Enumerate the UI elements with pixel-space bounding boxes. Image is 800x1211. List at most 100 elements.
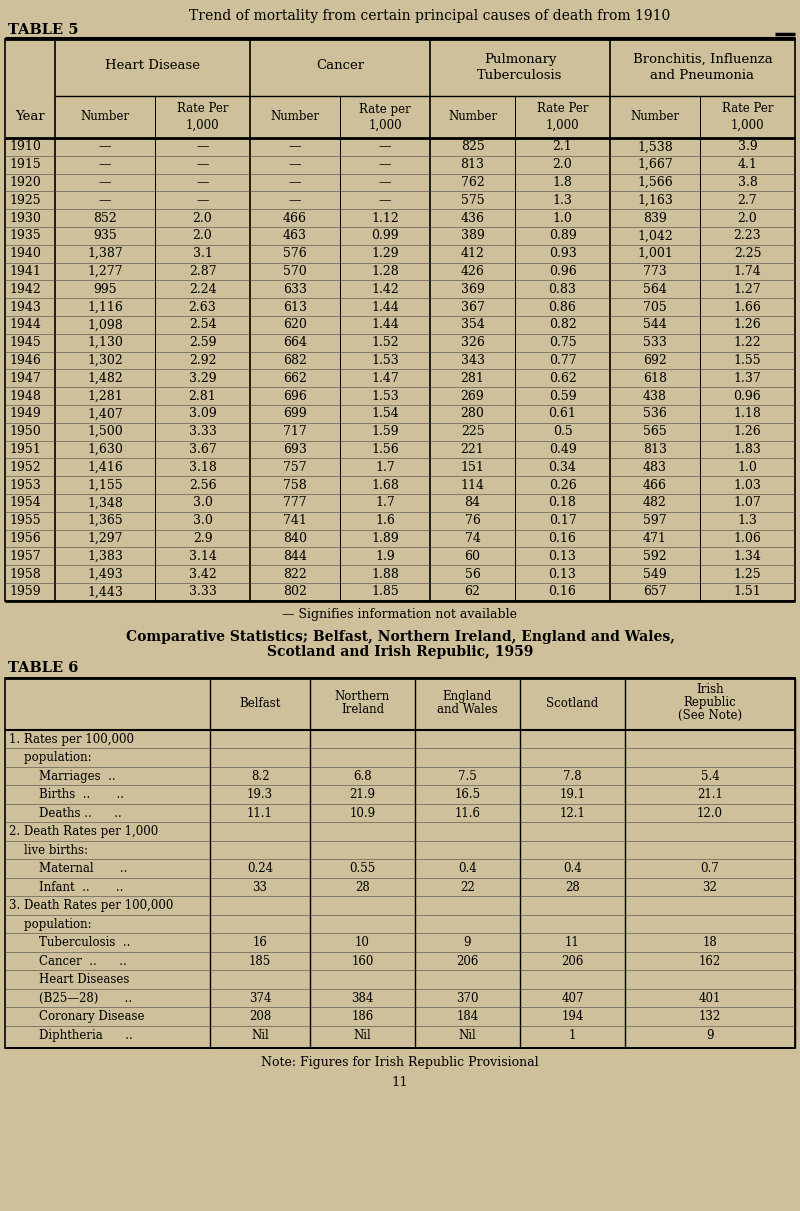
Text: Tuberculosis  ..: Tuberculosis .. bbox=[9, 936, 130, 949]
Text: 1.26: 1.26 bbox=[734, 318, 762, 332]
Text: 1948: 1948 bbox=[9, 390, 41, 402]
Text: 1949: 1949 bbox=[9, 407, 41, 420]
Text: 1925: 1925 bbox=[9, 194, 41, 207]
Text: 705: 705 bbox=[643, 300, 667, 314]
Text: 1,001: 1,001 bbox=[637, 247, 673, 260]
Text: 1,000: 1,000 bbox=[368, 119, 402, 132]
Text: 2.0: 2.0 bbox=[553, 159, 572, 171]
Text: 0.96: 0.96 bbox=[734, 390, 762, 402]
Text: 194: 194 bbox=[562, 1010, 584, 1023]
Text: 10.9: 10.9 bbox=[350, 807, 375, 820]
Text: 2.63: 2.63 bbox=[189, 300, 216, 314]
Text: 696: 696 bbox=[283, 390, 307, 402]
Text: 840: 840 bbox=[283, 532, 307, 545]
Text: 1.54: 1.54 bbox=[371, 407, 399, 420]
Text: 1930: 1930 bbox=[9, 212, 41, 224]
Bar bbox=[5, 39, 795, 601]
Text: 1.53: 1.53 bbox=[371, 390, 399, 402]
Text: 1.0: 1.0 bbox=[553, 212, 573, 224]
Text: —: — bbox=[98, 140, 111, 154]
Text: 717: 717 bbox=[283, 425, 307, 438]
Text: population:: population: bbox=[9, 918, 92, 930]
Text: 2.81: 2.81 bbox=[189, 390, 216, 402]
Text: 618: 618 bbox=[643, 372, 667, 385]
Text: 370: 370 bbox=[456, 992, 478, 1005]
Text: 1,566: 1,566 bbox=[637, 176, 673, 189]
Text: 633: 633 bbox=[283, 283, 307, 295]
Text: 21.1: 21.1 bbox=[697, 788, 723, 800]
Text: 3.33: 3.33 bbox=[189, 585, 217, 598]
Text: 0.49: 0.49 bbox=[549, 443, 576, 457]
Text: Irish: Irish bbox=[696, 683, 724, 696]
Text: 0.5: 0.5 bbox=[553, 425, 572, 438]
Text: 1940: 1940 bbox=[9, 247, 41, 260]
Text: 0.75: 0.75 bbox=[549, 337, 576, 349]
Text: 2.9: 2.9 bbox=[193, 532, 212, 545]
Text: 221: 221 bbox=[461, 443, 484, 457]
Text: 1,163: 1,163 bbox=[637, 194, 673, 207]
Text: 1,387: 1,387 bbox=[87, 247, 123, 260]
Text: Ireland: Ireland bbox=[341, 704, 384, 716]
Text: 597: 597 bbox=[643, 515, 667, 527]
Text: 825: 825 bbox=[461, 140, 484, 154]
Text: 592: 592 bbox=[643, 550, 667, 563]
Text: 369: 369 bbox=[461, 283, 485, 295]
Text: 367: 367 bbox=[461, 300, 485, 314]
Text: 1.51: 1.51 bbox=[734, 585, 762, 598]
Text: 1952: 1952 bbox=[9, 461, 41, 474]
Text: 1,443: 1,443 bbox=[87, 585, 123, 598]
Text: 0.55: 0.55 bbox=[350, 862, 376, 876]
Text: 1.68: 1.68 bbox=[371, 478, 399, 492]
Text: 483: 483 bbox=[643, 461, 667, 474]
Text: Scotland and Irish Republic, 1959: Scotland and Irish Republic, 1959 bbox=[267, 644, 533, 659]
Text: 1,098: 1,098 bbox=[87, 318, 123, 332]
Text: 758: 758 bbox=[283, 478, 307, 492]
Text: —: — bbox=[196, 159, 209, 171]
Text: 1,500: 1,500 bbox=[87, 425, 123, 438]
Text: 1.34: 1.34 bbox=[734, 550, 762, 563]
Text: 813: 813 bbox=[461, 159, 485, 171]
Text: 2.92: 2.92 bbox=[189, 354, 216, 367]
Text: 1950: 1950 bbox=[9, 425, 41, 438]
Text: Heart Diseases: Heart Diseases bbox=[9, 974, 130, 986]
Text: Rate Per: Rate Per bbox=[722, 103, 774, 115]
Text: 8.2: 8.2 bbox=[250, 769, 270, 782]
Text: 3.9: 3.9 bbox=[738, 140, 758, 154]
Text: 1.07: 1.07 bbox=[734, 497, 762, 510]
Text: 1,302: 1,302 bbox=[87, 354, 123, 367]
Text: Rate per: Rate per bbox=[359, 103, 411, 115]
Text: 9: 9 bbox=[706, 1028, 714, 1041]
Text: 1,116: 1,116 bbox=[87, 300, 123, 314]
Text: 662: 662 bbox=[283, 372, 307, 385]
Text: 682: 682 bbox=[283, 354, 307, 367]
Text: Nil: Nil bbox=[354, 1028, 371, 1041]
Text: Tuberculosis: Tuberculosis bbox=[478, 69, 562, 82]
Text: 438: 438 bbox=[643, 390, 667, 402]
Text: 1.55: 1.55 bbox=[734, 354, 762, 367]
Text: 184: 184 bbox=[456, 1010, 478, 1023]
Text: 5.4: 5.4 bbox=[701, 769, 719, 782]
Text: 463: 463 bbox=[283, 229, 307, 242]
Text: 613: 613 bbox=[283, 300, 307, 314]
Text: 1: 1 bbox=[569, 1028, 576, 1041]
Text: 570: 570 bbox=[283, 265, 307, 279]
Text: —: — bbox=[196, 140, 209, 154]
Text: 2.87: 2.87 bbox=[189, 265, 216, 279]
Text: Births  ..       ..: Births .. .. bbox=[9, 788, 124, 800]
Text: 576: 576 bbox=[283, 247, 307, 260]
Text: 1,416: 1,416 bbox=[87, 461, 123, 474]
Text: 1,482: 1,482 bbox=[87, 372, 123, 385]
Text: 1920: 1920 bbox=[9, 176, 41, 189]
Text: Number: Number bbox=[81, 110, 130, 124]
Text: Year: Year bbox=[15, 110, 45, 124]
Text: Infant  ..       ..: Infant .. .. bbox=[9, 880, 123, 894]
Text: Number: Number bbox=[448, 110, 497, 124]
Text: 1.7: 1.7 bbox=[375, 497, 395, 510]
Text: England: England bbox=[443, 690, 492, 704]
Text: 1915: 1915 bbox=[9, 159, 41, 171]
Text: 1.0: 1.0 bbox=[738, 461, 758, 474]
Text: 0.83: 0.83 bbox=[549, 283, 577, 295]
Text: 2.24: 2.24 bbox=[189, 283, 216, 295]
Text: 1956: 1956 bbox=[9, 532, 41, 545]
Text: —: — bbox=[378, 176, 391, 189]
